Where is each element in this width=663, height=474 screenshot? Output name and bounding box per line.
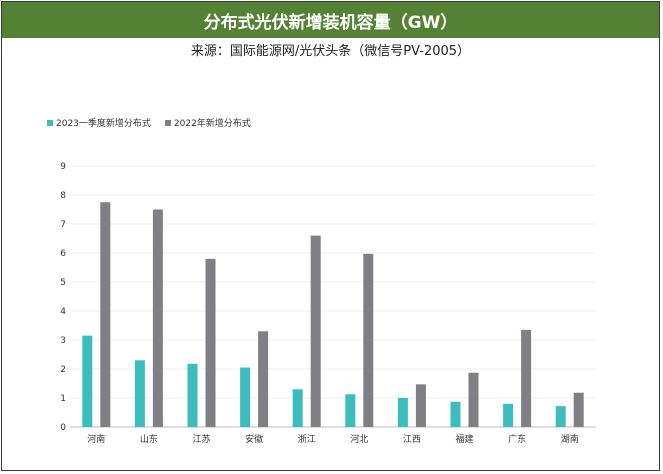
bar-series-b bbox=[310, 235, 321, 427]
y-tick-label: 9 bbox=[60, 162, 66, 172]
bar-series-a bbox=[503, 403, 514, 427]
bar-series-a bbox=[82, 335, 93, 427]
y-tick-label: 1 bbox=[60, 394, 66, 404]
y-tick-label: 8 bbox=[60, 191, 66, 201]
y-tick-label: 0 bbox=[60, 423, 66, 433]
y-tick-label: 2 bbox=[60, 365, 66, 375]
bar-series-a bbox=[450, 401, 461, 427]
y-tick-label: 4 bbox=[60, 307, 66, 317]
x-tick-label: 山东 bbox=[140, 433, 158, 445]
x-tick-label: 广东 bbox=[508, 433, 526, 445]
x-tick-label: 江苏 bbox=[192, 433, 210, 445]
bar-series-b bbox=[258, 331, 269, 427]
bar-series-a bbox=[345, 394, 356, 427]
bar-series-a bbox=[397, 398, 408, 427]
bar-series-b bbox=[573, 392, 584, 427]
x-tick-label: 河南 bbox=[87, 433, 105, 445]
legend: 2023一季度新增分布式 2022年新增分布式 bbox=[47, 116, 251, 129]
legend-label-series-a: 2023一季度新增分布式 bbox=[56, 119, 151, 129]
y-tick-label: 6 bbox=[60, 249, 66, 259]
x-tick-label: 河北 bbox=[350, 433, 368, 445]
bar-series-b bbox=[205, 258, 216, 427]
bar-series-a bbox=[134, 360, 145, 427]
bar-series-b bbox=[152, 209, 163, 427]
bar-series-b bbox=[100, 202, 111, 427]
bar-series-a bbox=[240, 367, 251, 427]
x-tick-label: 浙江 bbox=[298, 433, 316, 445]
bar-series-a bbox=[555, 406, 566, 427]
bar-series-b bbox=[415, 384, 426, 427]
bar-series-a bbox=[292, 389, 303, 427]
x-tick-label: 福建 bbox=[455, 433, 473, 445]
bar-series-b bbox=[468, 372, 479, 427]
legend-item-series-a: 2023一季度新增分布式 bbox=[47, 116, 151, 129]
x-tick-label: 安徽 bbox=[245, 433, 263, 445]
x-tick-label: 江西 bbox=[403, 434, 421, 445]
y-tick-label: 5 bbox=[60, 278, 66, 288]
legend-swatch-series-b bbox=[164, 119, 171, 126]
bar-series-b bbox=[521, 329, 532, 427]
bar-series-b bbox=[363, 253, 374, 427]
chart-subtitle: 来源：国际能源网/光伏头条（微信号PV-2005） bbox=[190, 44, 471, 59]
bar-series-a bbox=[187, 363, 198, 427]
chart-title: 分布式光伏新增装机容量（GW） bbox=[2, 2, 659, 38]
legend-swatch-series-a bbox=[47, 119, 53, 126]
y-tick-label: 7 bbox=[60, 220, 66, 230]
y-tick-label: 3 bbox=[60, 336, 66, 346]
legend-item-series-b: 2022年新增分布式 bbox=[164, 116, 251, 129]
legend-label-series-b: 2022年新增分布式 bbox=[173, 119, 251, 129]
x-tick-label: 湖南 bbox=[561, 433, 579, 445]
